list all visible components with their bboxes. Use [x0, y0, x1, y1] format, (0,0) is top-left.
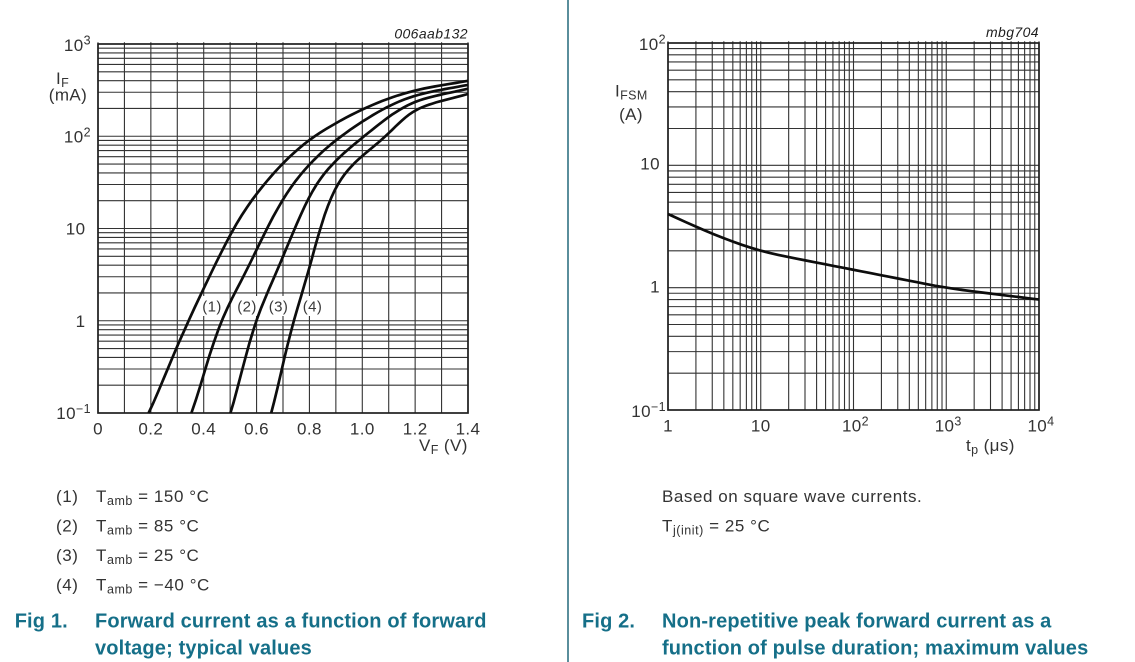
svg-text:102: 102	[64, 125, 91, 146]
svg-text:(3): (3)	[56, 546, 78, 565]
svg-text:10−1: 10−1	[56, 402, 91, 423]
svg-text:1.0: 1.0	[350, 419, 375, 438]
svg-text:Based on square wave currents.: Based on square wave currents.	[662, 487, 922, 506]
svg-text:voltage; typical values: voltage; typical values	[95, 638, 312, 660]
svg-text:(2): (2)	[56, 517, 78, 536]
svg-text:Fig 2.: Fig 2.	[582, 611, 635, 633]
svg-text:1.2: 1.2	[403, 419, 428, 438]
svg-text:function of pulse duration; ma: function of pulse duration; maximum valu…	[662, 638, 1088, 660]
svg-text:(1): (1)	[202, 298, 222, 315]
svg-text:(4): (4)	[303, 298, 323, 315]
svg-text:(2): (2)	[237, 298, 257, 315]
svg-text:(A): (A)	[619, 105, 643, 124]
svg-text:Tj(init) = 25 °C: Tj(init) = 25 °C	[662, 517, 770, 538]
svg-text:mbg704: mbg704	[986, 24, 1039, 40]
svg-text:0.8: 0.8	[297, 419, 322, 438]
svg-text:102: 102	[639, 33, 666, 54]
svg-text:0.6: 0.6	[244, 419, 269, 438]
svg-text:Tamb = 85 °C: Tamb = 85 °C	[96, 517, 199, 538]
svg-text:tp (μs): tp (μs)	[966, 436, 1015, 457]
svg-text:0.4: 0.4	[191, 419, 216, 438]
svg-text:Tamb = 150 °C: Tamb = 150 °C	[96, 487, 209, 508]
svg-text:(3): (3)	[269, 298, 289, 315]
svg-text:Tamb = −40 °C: Tamb = −40 °C	[96, 576, 210, 597]
svg-text:10: 10	[66, 220, 86, 239]
svg-text:Tamb = 25 °C: Tamb = 25 °C	[96, 546, 199, 567]
svg-text:Forward current as a function: Forward current as a function of forward	[95, 611, 487, 633]
svg-text:IFSM: IFSM	[615, 82, 648, 103]
svg-text:1: 1	[650, 277, 660, 296]
svg-text:104: 104	[1027, 414, 1054, 435]
svg-text:006aab132: 006aab132	[394, 26, 468, 42]
svg-text:1: 1	[663, 417, 673, 436]
svg-text:1.4: 1.4	[456, 419, 481, 438]
svg-text:Non-repetitive peak forward cu: Non-repetitive peak forward current as a	[662, 611, 1052, 633]
svg-text:103: 103	[935, 414, 962, 435]
svg-text:10−1: 10−1	[631, 400, 666, 421]
svg-text:10: 10	[640, 154, 660, 173]
svg-text:102: 102	[842, 414, 869, 435]
svg-text:(4): (4)	[56, 576, 78, 595]
svg-text:VF (V): VF (V)	[419, 436, 468, 457]
svg-text:103: 103	[64, 34, 91, 55]
svg-text:(mA): (mA)	[49, 85, 87, 104]
svg-text:0.2: 0.2	[138, 419, 163, 438]
svg-text:0: 0	[93, 419, 103, 438]
svg-text:1: 1	[76, 312, 86, 331]
svg-text:(1): (1)	[56, 487, 78, 506]
svg-text:10: 10	[751, 417, 771, 436]
svg-text:Fig 1.: Fig 1.	[15, 611, 68, 633]
